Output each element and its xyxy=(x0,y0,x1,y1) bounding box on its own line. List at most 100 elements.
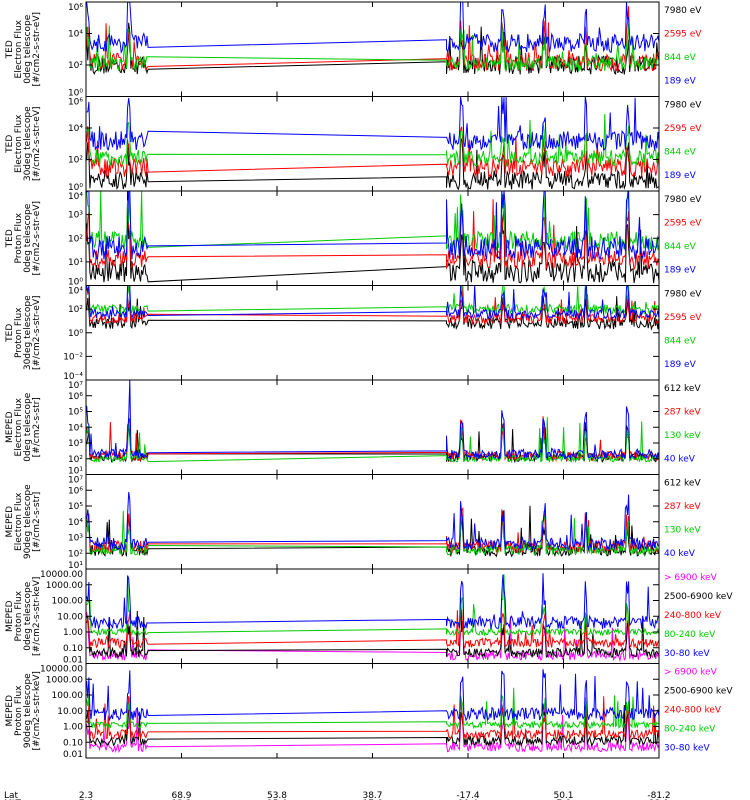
y-tick-label: 10³ xyxy=(68,211,83,221)
y-axis-label-line: 90deg telescope xyxy=(23,484,33,559)
y-tick-label: 10000.00 xyxy=(40,570,83,580)
y-tick-label: 1.00 xyxy=(63,628,83,638)
y-tick-label: 1000.00 xyxy=(46,581,83,591)
y-axis-label-line: [#/cm2-s-str] xyxy=(32,492,42,552)
panel-frame xyxy=(85,285,660,381)
legend-entry: 7980 eV xyxy=(664,6,702,16)
y-tick-label: 10¹ xyxy=(68,467,83,477)
footer-lat-value: 53.8 xyxy=(267,791,287,800)
y-tick-label: 0.10 xyxy=(63,738,83,748)
y-axis-label-line: 30deg telescope xyxy=(23,295,33,370)
y-tick-label: 10⁴ xyxy=(68,124,83,134)
legend-entry: 2595 eV xyxy=(664,124,702,134)
legend-entry: > 6900 keV xyxy=(664,573,718,583)
y-axis-label-line: 0deg telescope xyxy=(23,14,33,84)
y-tick-label: 10¹ xyxy=(68,561,83,571)
legend-entry: 189 eV xyxy=(664,266,697,276)
legend-entry: 30-80 keV xyxy=(664,744,710,754)
footer-lat-value: 2.3 xyxy=(79,791,93,800)
y-tick-label: 0.01 xyxy=(63,750,83,760)
y-tick-label: 10² xyxy=(68,455,83,465)
y-axis-label-line: Electron Flux xyxy=(14,114,24,173)
y-axis-label-line: Proton Flux xyxy=(14,307,24,358)
y-axis-label-line: Proton Flux xyxy=(14,212,24,263)
footer-lat-value: -81.2 xyxy=(647,791,670,800)
y-tick-label: 10.00 xyxy=(57,612,83,622)
y-axis-label-line: TED xyxy=(5,229,15,248)
legend-entry: 7980 eV xyxy=(664,290,702,300)
series-5-trace xyxy=(86,573,659,631)
series-4-trace xyxy=(86,492,659,552)
panel-1: 10⁰ 10² 10⁴ 10⁶ TED Electron Flux 0deg telesco… xyxy=(5,1,702,99)
y-tick-label: 10⁷ xyxy=(68,381,83,391)
y-tick-label: 10² xyxy=(68,305,83,315)
legend-entry: 844 eV xyxy=(664,337,697,347)
y-axis-label-line: 30deg telescope xyxy=(23,106,33,181)
legend-entry: 7980 eV xyxy=(664,101,702,111)
y-axis-label-line: 0deg telescope xyxy=(23,392,33,462)
series-3-trace xyxy=(86,604,659,650)
panel-frame xyxy=(85,1,660,97)
y-tick-label: 10⁴ xyxy=(68,192,83,202)
legend-entry: 130 keV xyxy=(664,431,701,441)
y-axis-label-line: [#/cm2-s-str-keV] xyxy=(32,671,42,750)
y-tick-label: 0.10 xyxy=(63,644,83,654)
panel-2: 10⁰ 10² 10⁴ 10⁶ TED Electron Flux 30deg telesc… xyxy=(5,96,702,193)
legend-entry: 612 keV xyxy=(664,479,701,489)
series-4-trace xyxy=(86,2,659,55)
series-2-trace xyxy=(86,702,659,748)
y-axis-label-line: MEPED xyxy=(5,695,15,727)
footer-lat-value: 68.9 xyxy=(171,791,191,800)
y-tick-label: 10² xyxy=(68,156,83,166)
series-4-trace xyxy=(86,285,659,321)
legend-entry: 2595 eV xyxy=(664,219,702,229)
series-4-trace xyxy=(86,191,659,260)
y-tick-label: 10³ xyxy=(68,534,83,544)
legend-entry: 844 eV xyxy=(664,148,697,158)
time-axis-footer: LatMLThhmm20242.37.4000068.913.3040053.8… xyxy=(4,791,671,800)
y-axis-label-line: Proton Flux xyxy=(14,685,24,736)
y-tick-label: 0.01 xyxy=(63,656,83,666)
y-tick-label: 100.00 xyxy=(52,691,84,701)
series-2-trace xyxy=(86,126,659,178)
y-axis-label-line: [#/cm2-s-str-eV] xyxy=(32,201,42,276)
series-2-trace xyxy=(86,285,659,325)
legend-entry: 612 keV xyxy=(664,384,701,394)
y-tick-label: 10⁻² xyxy=(63,352,83,362)
y-tick-label: 10³ xyxy=(68,439,83,449)
series-5-trace xyxy=(86,669,659,723)
series-3-trace xyxy=(86,417,659,464)
y-tick-label: 10⁰ xyxy=(68,183,83,193)
series-3-trace xyxy=(86,695,659,741)
y-axis-label-line: MEPED xyxy=(5,411,15,443)
legend-entry: 30-80 keV xyxy=(664,649,710,659)
y-tick-label: 10⁰ xyxy=(68,89,83,99)
y-tick-label: 100.00 xyxy=(52,597,84,607)
series-3-trace xyxy=(86,191,659,252)
legend-entry: 130 keV xyxy=(664,526,701,536)
series-2-trace xyxy=(86,6,659,73)
y-axis-label-line: Electron Flux xyxy=(14,397,24,456)
legend-entry: 2595 eV xyxy=(664,30,702,40)
y-axis-label-line: 90deg telescope xyxy=(23,673,33,748)
y-tick-label: 10⁶ xyxy=(68,3,83,13)
y-axis-label-line: [#/cm2-s-str] xyxy=(32,397,42,457)
series-1-trace xyxy=(86,293,659,331)
series-2-trace xyxy=(86,199,659,271)
legend-entry: 844 eV xyxy=(664,242,697,252)
series-1-trace xyxy=(86,191,659,284)
y-axis-label-line: [#/cm2-s-str-keV] xyxy=(32,577,42,656)
legend-entry: 189 eV xyxy=(664,360,697,370)
y-axis-label-line: [#/cm2-s-str-eV] xyxy=(32,106,42,181)
legend-entry: 287 keV xyxy=(664,408,701,418)
y-axis-label-line: [#/cm2-s-str-eV] xyxy=(32,12,42,87)
y-axis-label-line: MEPED xyxy=(5,600,15,632)
y-tick-label: 10⁶ xyxy=(68,392,83,402)
series-3-trace xyxy=(86,113,659,167)
legend-entry: 189 eV xyxy=(664,171,697,181)
series-4-trace xyxy=(86,574,659,637)
y-tick-label: 1.00 xyxy=(63,723,83,733)
y-tick-label: 10.00 xyxy=(57,707,83,717)
